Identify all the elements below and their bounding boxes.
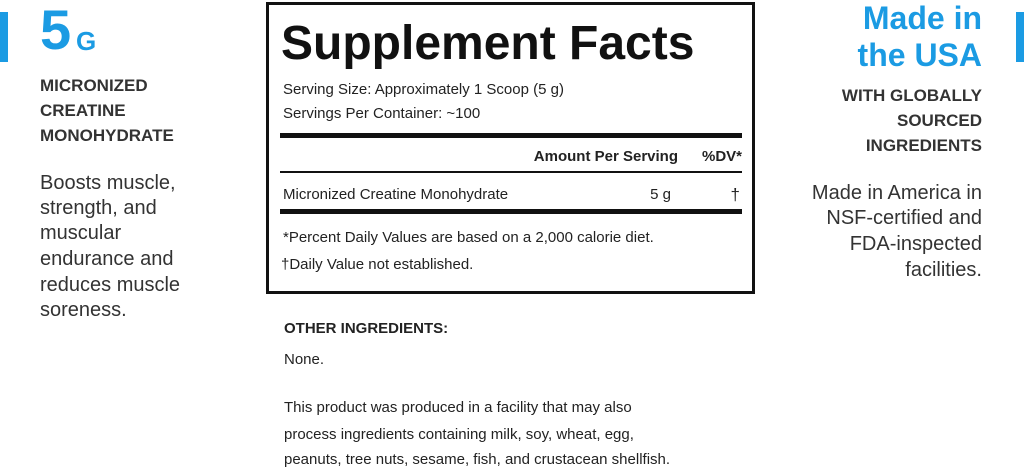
amount-unit: G	[76, 26, 97, 56]
ingredient-name: Micronized Creatine Monohydrate	[283, 186, 509, 203]
subtitle: CREATINE	[40, 101, 126, 120]
servings-per-container: Servings Per Container: ~100	[283, 105, 481, 122]
amount: 5	[40, 0, 72, 61]
right-title: Made in	[862, 0, 982, 36]
facts-panel	[266, 2, 755, 294]
subtitle: INGREDIENTS	[865, 136, 982, 155]
column-header: %DV*	[701, 148, 742, 165]
body-text: endurance and	[40, 248, 174, 270]
subtitle: MONOHYDRATE	[40, 126, 174, 145]
subtitle: MICRONIZED	[40, 76, 148, 95]
right-title: the USA	[857, 37, 982, 73]
body-text: reduces muscle	[40, 274, 181, 296]
rule	[280, 209, 742, 214]
other-value: None.	[284, 351, 325, 368]
facility-note: peanuts, tree nuts, sesame, fish, and cr…	[284, 451, 671, 468]
rule	[280, 171, 742, 173]
serving-size: Serving Size: Approximately 1 Scoop (5 g…	[283, 81, 564, 98]
footnote: †Daily Value not established.	[281, 256, 474, 273]
ingredient-dv: †	[730, 185, 740, 204]
facility-note: process ingredients containing milk, soy…	[284, 426, 634, 443]
column-header: Amount Per Serving	[533, 148, 678, 165]
other-heading: OTHER INGREDIENTS:	[284, 320, 449, 337]
accent-bar	[1016, 12, 1024, 62]
facts-title: Supplement Facts	[281, 17, 695, 70]
body-text: facilities.	[905, 259, 982, 281]
footnote: *Percent Daily Values are based on a 2,0…	[283, 229, 654, 246]
subtitle: WITH GLOBALLY	[841, 86, 982, 105]
facility-note: This product was produced in a facility …	[284, 399, 632, 416]
body-text: Boosts muscle,	[40, 172, 176, 194]
rule	[280, 133, 742, 138]
body-text: FDA-inspected	[849, 233, 982, 255]
ingredient-amount: 5 g	[650, 186, 671, 203]
body-text: soreness.	[40, 299, 127, 321]
body-text: muscular	[40, 222, 122, 244]
subtitle: SOURCED	[896, 111, 982, 130]
body-text: Made in America in	[811, 182, 982, 204]
body-text: strength, and	[40, 197, 157, 219]
accent-bar	[0, 12, 8, 62]
body-text: NSF-certified and	[826, 207, 982, 229]
